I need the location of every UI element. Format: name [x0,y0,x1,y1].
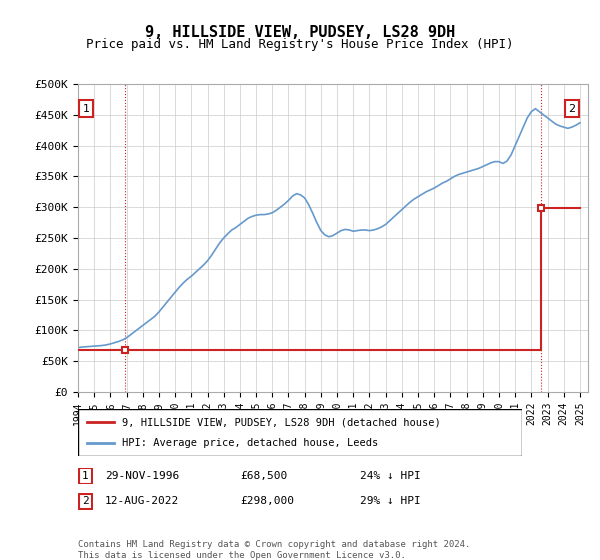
FancyBboxPatch shape [79,468,92,483]
Text: £68,500: £68,500 [240,471,287,481]
Text: 2: 2 [82,496,89,506]
Text: Contains HM Land Registry data © Crown copyright and database right 2024.
This d: Contains HM Land Registry data © Crown c… [78,540,470,560]
Text: 9, HILLSIDE VIEW, PUDSEY, LS28 9DH (detached house): 9, HILLSIDE VIEW, PUDSEY, LS28 9DH (deta… [122,417,441,427]
Text: £298,000: £298,000 [240,496,294,506]
FancyBboxPatch shape [78,409,522,456]
Text: 1: 1 [82,471,89,481]
FancyBboxPatch shape [79,494,92,508]
Text: 29-NOV-1996: 29-NOV-1996 [105,471,179,481]
Text: 24% ↓ HPI: 24% ↓ HPI [360,471,421,481]
Text: 9, HILLSIDE VIEW, PUDSEY, LS28 9DH: 9, HILLSIDE VIEW, PUDSEY, LS28 9DH [145,25,455,40]
Text: 1: 1 [83,104,89,114]
Text: 29% ↓ HPI: 29% ↓ HPI [360,496,421,506]
Text: 12-AUG-2022: 12-AUG-2022 [105,496,179,506]
Text: 2: 2 [568,104,575,114]
Text: HPI: Average price, detached house, Leeds: HPI: Average price, detached house, Leed… [122,438,379,448]
Text: Price paid vs. HM Land Registry's House Price Index (HPI): Price paid vs. HM Land Registry's House … [86,38,514,51]
